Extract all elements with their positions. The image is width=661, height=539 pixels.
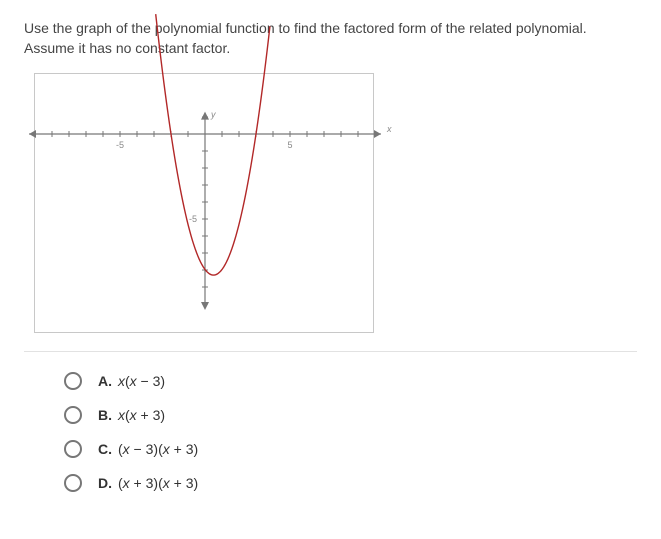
radio-icon: [64, 440, 82, 458]
choice-a[interactable]: A. x(x − 3): [64, 372, 637, 390]
choice-letter: A.: [98, 373, 112, 389]
choice-b[interactable]: B. x(x + 3): [64, 406, 637, 424]
question-text: Use the graph of the polynomial function…: [24, 18, 637, 59]
svg-text:-5: -5: [189, 214, 197, 224]
radio-icon: [64, 406, 82, 424]
separator: [24, 351, 637, 352]
polynomial-graph: -55-5xy: [29, 68, 381, 340]
svg-text:-5: -5: [116, 140, 124, 150]
radio-icon: [64, 474, 82, 492]
choice-letter: B.: [98, 407, 112, 423]
radio-icon: [64, 372, 82, 390]
choice-d[interactable]: D. (x + 3)(x + 3): [64, 474, 637, 492]
svg-text:x: x: [386, 124, 392, 134]
choice-letter: D.: [98, 475, 112, 491]
svg-text:y: y: [210, 109, 216, 119]
choice-expression: (x + 3)(x + 3): [118, 475, 198, 491]
choice-c[interactable]: C. (x − 3)(x + 3): [64, 440, 637, 458]
choice-list: A. x(x − 3) B. x(x + 3) C. (x − 3)(x + 3…: [64, 372, 637, 492]
choice-expression: x(x + 3): [118, 407, 165, 423]
choice-expression: (x − 3)(x + 3): [118, 441, 198, 457]
graph-container: -55-5xy: [34, 73, 374, 333]
svg-text:5: 5: [287, 140, 292, 150]
choice-letter: C.: [98, 441, 112, 457]
choice-expression: x(x − 3): [118, 373, 165, 389]
